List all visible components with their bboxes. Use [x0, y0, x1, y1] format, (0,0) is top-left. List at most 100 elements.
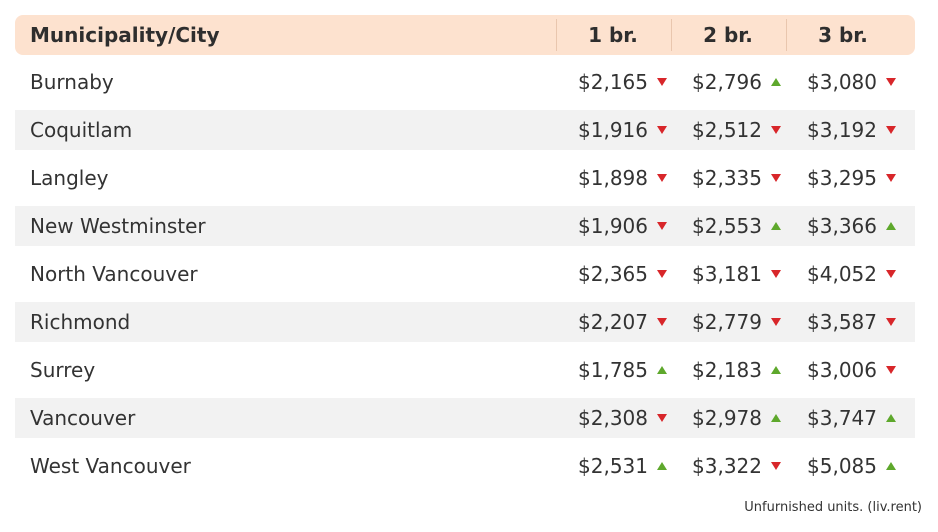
trend-down: [886, 126, 896, 134]
trend-down: [657, 78, 667, 86]
trend-arrow: [886, 78, 896, 86]
municipality: Langley: [30, 166, 109, 190]
municipality: North Vancouver: [30, 262, 198, 286]
trend-down: [886, 270, 896, 278]
header-background: [15, 15, 915, 55]
rent-price: $5,085: [807, 454, 877, 478]
header-cell: 1 br.: [588, 23, 638, 47]
trend-up: [771, 222, 781, 230]
trend-arrow: [771, 366, 781, 374]
trend-down: [771, 174, 781, 182]
trend-arrow: [886, 318, 896, 326]
row-stripe: [15, 302, 915, 342]
trend-up: [657, 366, 667, 374]
header-separator: [786, 19, 787, 51]
trend-arrow: [657, 366, 667, 374]
trend-up: [886, 414, 896, 422]
rent-price: $3,006: [807, 358, 877, 382]
municipality: Coquitlam: [30, 118, 133, 142]
trend-down: [657, 318, 667, 326]
trend-arrow: [886, 462, 896, 470]
municipality: West Vancouver: [30, 454, 191, 478]
trend-arrow: [771, 414, 781, 422]
trend-up: [771, 78, 781, 86]
trend-arrow: [771, 318, 781, 326]
rent-price: $1,916: [578, 118, 648, 142]
trend-arrow: [771, 126, 781, 134]
trend-up: [886, 222, 896, 230]
trend-arrow: [771, 174, 781, 182]
municipality: Vancouver: [30, 406, 136, 430]
rent-price: $2,165: [578, 70, 648, 94]
rent-price: $2,308: [578, 406, 648, 430]
trend-arrow: [657, 462, 667, 470]
rent-price: $2,553: [692, 214, 762, 238]
trend-down: [657, 414, 667, 422]
rent-price: $3,587: [807, 310, 877, 334]
rent-price: $2,365: [578, 262, 648, 286]
trend-down: [657, 270, 667, 278]
trend-arrow: [657, 174, 667, 182]
rent-price: $3,747: [807, 406, 877, 430]
trend-down: [886, 174, 896, 182]
rent-price: $3,192: [807, 118, 877, 142]
header-separator: [671, 19, 672, 51]
trend-down: [771, 126, 781, 134]
rent-price: $3,366: [807, 214, 877, 238]
rent-price: $1,785: [578, 358, 648, 382]
trend-arrow: [771, 222, 781, 230]
row-stripe: [15, 398, 915, 438]
trend-down: [771, 318, 781, 326]
trend-arrow: [771, 270, 781, 278]
rent-price: $1,906: [578, 214, 648, 238]
rent-price: $2,531: [578, 454, 648, 478]
trend-up: [771, 414, 781, 422]
municipality: Richmond: [30, 310, 131, 334]
rent-price: $2,796: [692, 70, 762, 94]
trend-down: [886, 318, 896, 326]
rent-price: $2,779: [692, 310, 762, 334]
trend-down: [657, 222, 667, 230]
rent-price: $2,512: [692, 118, 762, 142]
trend-arrow: [657, 126, 667, 134]
trend-up: [657, 462, 667, 470]
rent-price: $3,322: [692, 454, 762, 478]
trend-down: [771, 270, 781, 278]
rent-price: $2,207: [578, 310, 648, 334]
rent-price: $3,181: [692, 262, 762, 286]
rent-price: $2,335: [692, 166, 762, 190]
footer-note: Unfurnished units. (liv.rent): [744, 500, 922, 515]
rent-price: $4,052: [807, 262, 877, 286]
trend-up: [771, 366, 781, 374]
trend-arrow: [886, 174, 896, 182]
trend-down: [657, 126, 667, 134]
trend-arrow: [771, 78, 781, 86]
trend-arrow: [886, 414, 896, 422]
municipality: Burnaby: [30, 70, 114, 94]
rent-price: $3,295: [807, 166, 877, 190]
trend-arrow: [886, 270, 896, 278]
header-separator: [556, 19, 557, 51]
trend-up: [886, 462, 896, 470]
trend-arrow: [886, 126, 896, 134]
municipality: Surrey: [30, 358, 96, 382]
header-cell: Municipality/City: [30, 23, 220, 47]
trend-arrow: [657, 414, 667, 422]
trend-down: [657, 174, 667, 182]
trend-down: [886, 366, 896, 374]
header-cell: 2 br.: [703, 23, 753, 47]
trend-arrow: [657, 318, 667, 326]
trend-arrow: [886, 366, 896, 374]
row-stripe: [15, 110, 915, 150]
trend-arrow: [886, 222, 896, 230]
trend-down: [771, 462, 781, 470]
trend-arrow: [657, 78, 667, 86]
trend-arrow: [657, 222, 667, 230]
header-cell: 3 br.: [818, 23, 868, 47]
rent-price: $2,183: [692, 358, 762, 382]
rent-price: $2,978: [692, 406, 762, 430]
municipality: New Westminster: [30, 214, 206, 238]
trend-down: [886, 78, 896, 86]
row-stripe: [15, 206, 915, 246]
